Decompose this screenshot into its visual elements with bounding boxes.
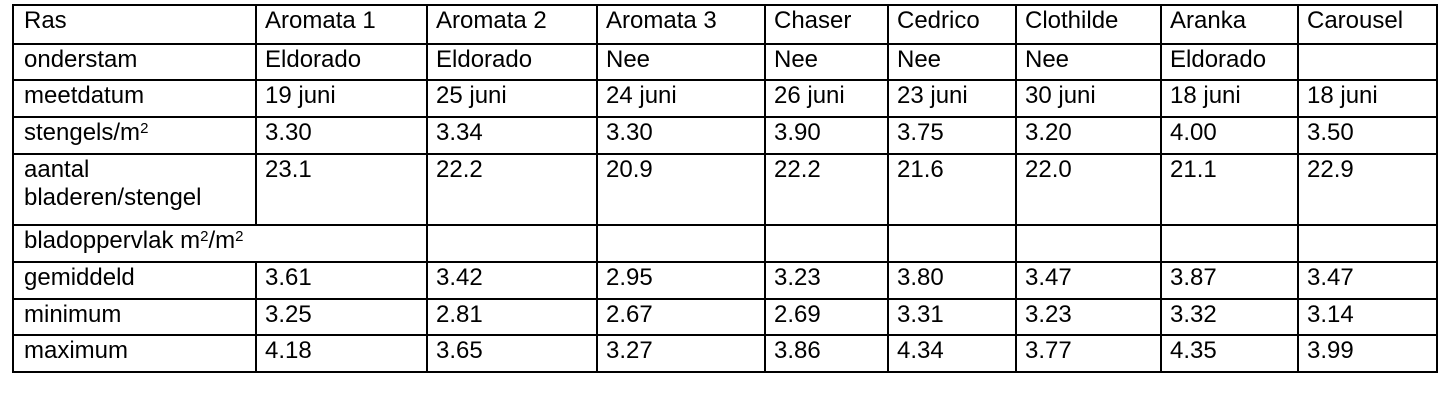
table-cell: 3.30	[596, 116, 766, 155]
header-cell-chaser: Chaser	[764, 4, 889, 45]
table-row-minimum: minimum 3.25 2.81 2.67 2.69 3.31 3.23 3.…	[12, 298, 1438, 336]
row-label: stengels/m2	[12, 116, 257, 155]
table-cell: 21.6	[887, 153, 1017, 226]
table-cell: 3.50	[1297, 116, 1438, 155]
table-cell: 23 juni	[887, 79, 1017, 118]
table-cell: Nee	[764, 43, 889, 81]
header-row: Ras Aromata 1 Aromata 2 Aromata 3 Chaser…	[12, 4, 1438, 45]
table-cell-empty	[596, 224, 766, 263]
table-cell: 3.23	[1015, 298, 1162, 336]
row-label: maximum	[12, 334, 257, 373]
row-label: aantal bladeren/stengel	[12, 153, 257, 226]
table-cell-empty	[887, 224, 1017, 263]
header-cell-carousel: Carousel	[1297, 4, 1438, 45]
row-label: minimum	[12, 298, 257, 336]
superscript: 2	[140, 120, 149, 137]
header-cell-aromata-2: Aromata 2	[426, 4, 598, 45]
table-cell: 3.86	[764, 334, 889, 373]
table-cell: Nee	[887, 43, 1017, 81]
row-label: gemiddeld	[12, 261, 257, 300]
table-row-maximum: maximum 4.18 3.65 3.27 3.86 4.34 3.77 4.…	[12, 334, 1438, 373]
table-cell-empty	[426, 224, 598, 263]
table-cell: 4.35	[1160, 334, 1299, 373]
header-cell-cedrico: Cedrico	[887, 4, 1017, 45]
table-cell: Nee	[1015, 43, 1162, 81]
table-cell: 4.00	[1160, 116, 1299, 155]
table-cell: 3.23	[764, 261, 889, 300]
table-cell: 4.34	[887, 334, 1017, 373]
header-cell-clothilde: Clothilde	[1015, 4, 1162, 45]
table-cell: Eldorado	[255, 43, 428, 81]
table-cell: 2.95	[596, 261, 766, 300]
table-cell: 20.9	[596, 153, 766, 226]
table-row-leaf-area-section: bladoppervlak m2/m2	[12, 224, 1438, 263]
table-cell-empty	[764, 224, 889, 263]
table-cell: 3.34	[426, 116, 598, 155]
table-cell: 18 juni	[1160, 79, 1299, 118]
table-cell-empty	[1015, 224, 1162, 263]
table-cell: 3.65	[426, 334, 598, 373]
table-row-leaves: aantal bladeren/stengel 23.1 22.2 20.9 2…	[12, 153, 1438, 226]
variety-table: Ras Aromata 1 Aromata 2 Aromata 3 Chaser…	[12, 4, 1438, 373]
table-cell: 19 juni	[255, 79, 428, 118]
table-cell: 4.18	[255, 334, 428, 373]
table-cell: 25 juni	[426, 79, 598, 118]
table-row-date: meetdatum 19 juni 25 juni 24 juni 26 jun…	[12, 79, 1438, 118]
section-label: bladoppervlak m2/m2	[12, 224, 428, 263]
table-cell: 3.47	[1015, 261, 1162, 300]
header-cell-aromata-1: Aromata 1	[255, 4, 428, 45]
table-cell: 22.2	[426, 153, 598, 226]
table-cell: 2.69	[764, 298, 889, 336]
table-cell: Eldorado	[1160, 43, 1299, 81]
table-cell: 3.77	[1015, 334, 1162, 373]
row-label: meetdatum	[12, 79, 257, 118]
header-cell-aromata-3: Aromata 3	[596, 4, 766, 45]
table-cell: 3.61	[255, 261, 428, 300]
table-cell: 3.25	[255, 298, 428, 336]
table-cell: 22.9	[1297, 153, 1438, 226]
table-cell: Nee	[596, 43, 766, 81]
table-cell: Eldorado	[426, 43, 598, 81]
table-cell: 3.30	[255, 116, 428, 155]
table-cell-empty	[1297, 224, 1438, 263]
table-cell: 3.47	[1297, 261, 1438, 300]
row-label-text: stengels/m	[24, 119, 141, 146]
table-cell: 22.2	[764, 153, 889, 226]
header-cell-aranka: Aranka	[1160, 4, 1299, 45]
table-cell: 2.81	[426, 298, 598, 336]
table-cell: 21.1	[1160, 153, 1299, 226]
table-cell: 18 juni	[1297, 79, 1438, 118]
table-cell-empty	[1160, 224, 1299, 263]
table-cell: 3.27	[596, 334, 766, 373]
table-cell: 24 juni	[596, 79, 766, 118]
table-cell: 3.32	[1160, 298, 1299, 336]
table-cell: 3.20	[1015, 116, 1162, 155]
table-cell: 3.90	[764, 116, 889, 155]
row-label: onderstam	[12, 43, 257, 81]
table-cell: 2.67	[596, 298, 766, 336]
table-cell: 23.1	[255, 153, 428, 226]
table-cell: 3.14	[1297, 298, 1438, 336]
table-cell: 3.87	[1160, 261, 1299, 300]
table-cell: 3.31	[887, 298, 1017, 336]
table-cell: 3.80	[887, 261, 1017, 300]
table-cell: 3.99	[1297, 334, 1438, 373]
table-cell: 22.0	[1015, 153, 1162, 226]
table-row-stems: stengels/m2 3.30 3.34 3.30 3.90 3.75 3.2…	[12, 116, 1438, 155]
table-row-rootstock: onderstam Eldorado Eldorado Nee Nee Nee …	[12, 43, 1438, 81]
table-cell: 30 juni	[1015, 79, 1162, 118]
table-cell: 3.75	[887, 116, 1017, 155]
table-cell: 3.42	[426, 261, 598, 300]
table-cell: 26 juni	[764, 79, 889, 118]
table-cell	[1297, 43, 1438, 81]
table-row-average: gemiddeld 3.61 3.42 2.95 3.23 3.80 3.47 …	[12, 261, 1438, 300]
header-cell-ras: Ras	[12, 4, 257, 45]
